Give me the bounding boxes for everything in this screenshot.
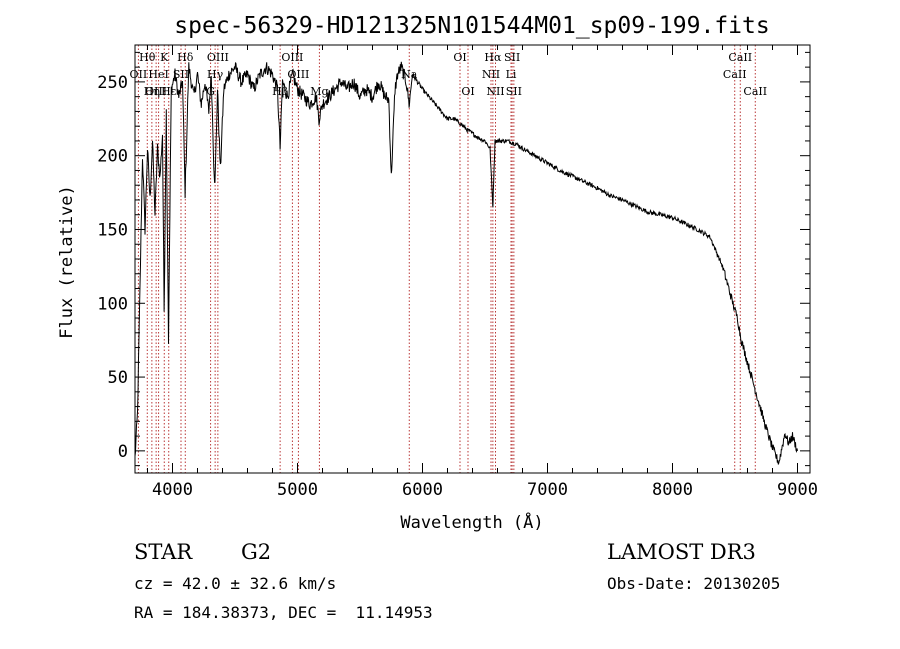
line-label-6: SII [173, 68, 189, 81]
x-tick-label-4: 8000 [652, 480, 693, 500]
spectral-line-markers [137, 45, 756, 473]
line-label-0: Hθ [139, 51, 156, 64]
y-tick-label-4: 200 [97, 147, 128, 167]
x-tick-label-5: 9000 [777, 480, 818, 500]
y-tick-label-3: 150 [97, 220, 128, 240]
line-label-23: Li [506, 68, 517, 81]
line-label-21: NII [486, 85, 504, 98]
x-tick-label-1: 5000 [277, 480, 318, 500]
survey-name: LAMOST DR3 [607, 540, 756, 564]
x-tick-label-2: 6000 [402, 480, 443, 500]
obs-date: Obs-Date: 20130205 [607, 574, 781, 593]
line-label-20: NII [482, 68, 500, 81]
line-label-24: SII [506, 85, 522, 98]
y-tick-label-0: 0 [118, 442, 128, 462]
plot-frame [134, 44, 811, 474]
y-tick-label-5: 250 [97, 73, 128, 93]
spectrum-line [134, 61, 798, 465]
ra-dec-coordinates: RA = 184.38373, DEC = 11.14953 [134, 603, 433, 622]
x-tick-label-0: 4000 [152, 480, 193, 500]
redshift-cz: cz = 42.0 ± 32.6 km/s [134, 574, 337, 593]
line-label-15: Mg [310, 85, 328, 98]
y-axis-label: Flux (relative) [57, 185, 77, 339]
x-tick-label-3: 7000 [527, 480, 568, 500]
x-axis-label: Wavelength (Å) [400, 511, 543, 533]
line-label-9: OIII [207, 51, 229, 64]
line-label-17: OI [453, 51, 466, 64]
line-label-25: CaII [728, 51, 752, 64]
line-label-27: CaII [743, 85, 767, 98]
line-label-13: OIII [281, 51, 303, 64]
line-label-26: CaII [723, 68, 747, 81]
object-subclass: G2 [241, 540, 272, 564]
chart-title: spec-56329-HD121325N101544M01_sp09-199.f… [174, 13, 769, 39]
line-label-1: OII [130, 68, 148, 81]
line-label-18: OI [461, 85, 474, 98]
y-axis-ticks: 0 50 100 150 200 250 [97, 51, 810, 467]
line-label-7: Hε [161, 85, 177, 98]
line-label-22: SII [504, 51, 520, 64]
line-label-5: K [160, 51, 169, 64]
line-label-2: OIII [145, 85, 167, 98]
object-class: STAR [134, 540, 193, 564]
line-label-19: Hα [484, 51, 502, 64]
x-axis-ticks: 4000 5000 6000 7000 8000 9000 [147, 45, 818, 500]
line-label-3: Hη [144, 85, 160, 98]
y-tick-label-1: 50 [108, 368, 128, 388]
y-tick-label-2: 100 [97, 294, 128, 314]
line-label-10: Hγ [207, 68, 224, 81]
line-label-4: HeI [148, 68, 168, 81]
line-label-8: Hδ [177, 51, 194, 64]
